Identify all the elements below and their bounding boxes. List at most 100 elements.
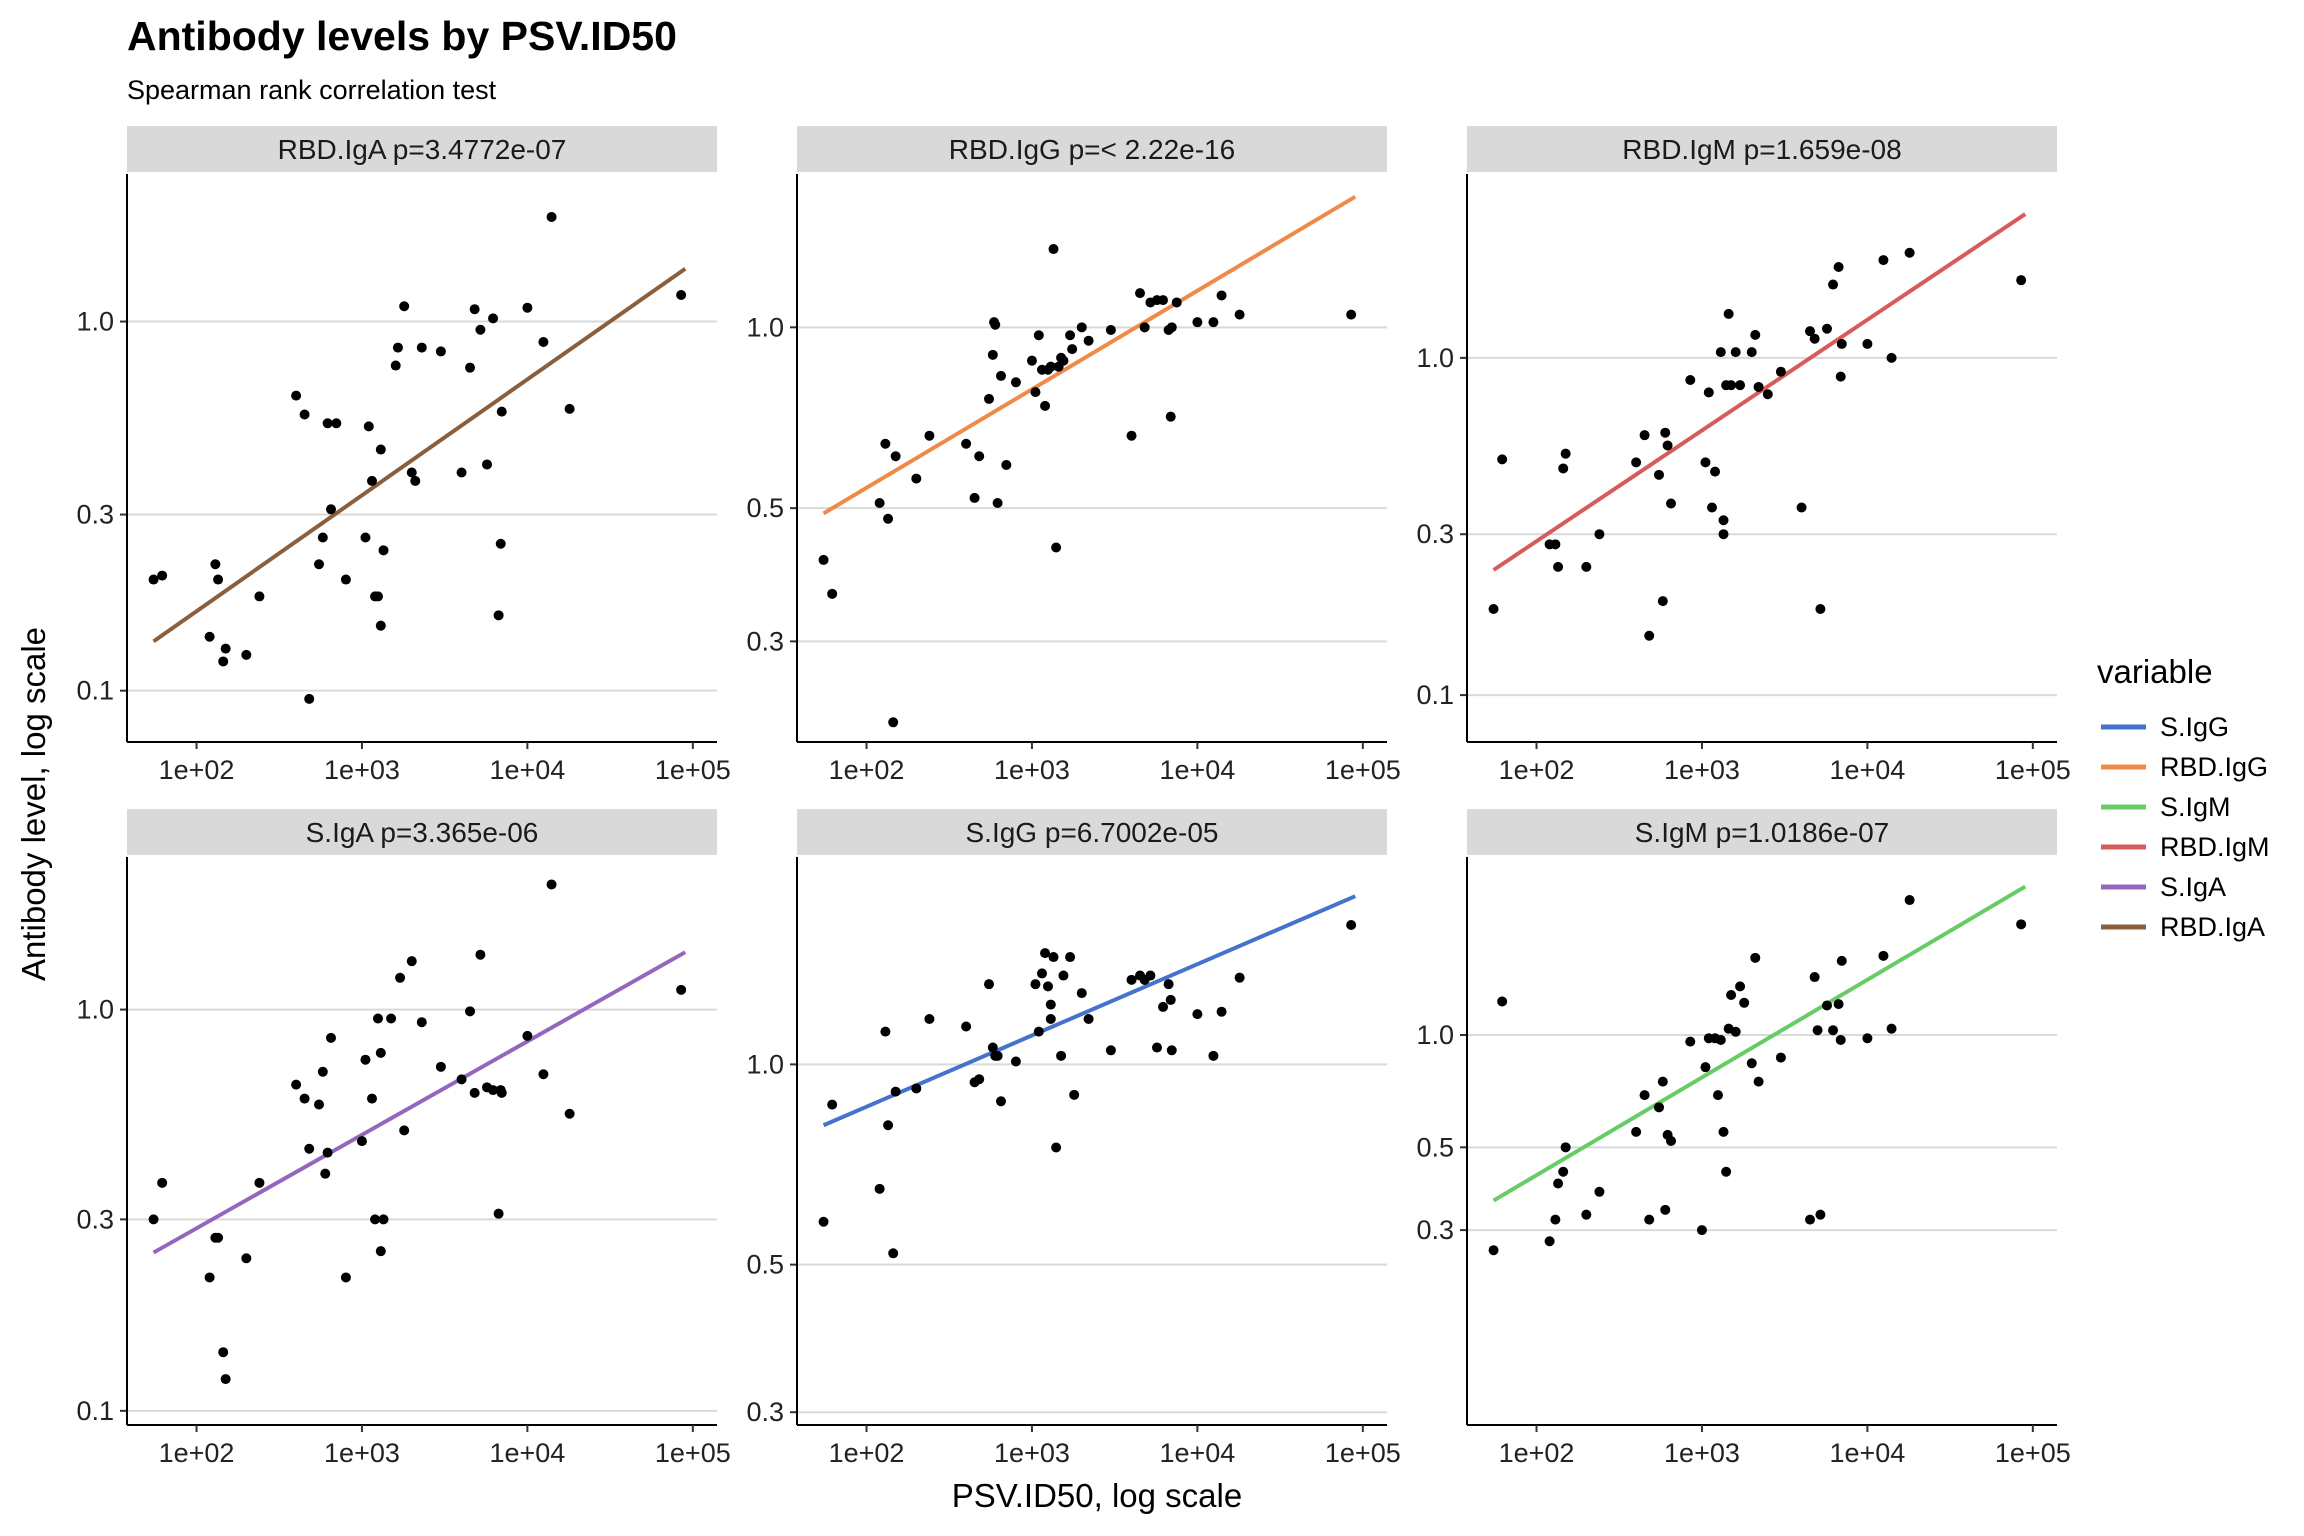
x-tick-label: 1e+03 — [994, 755, 1070, 785]
data-point — [992, 1050, 1003, 1061]
x-tick-label: 1e+05 — [1325, 1438, 1401, 1468]
facet-panel: S.IgM p=1.0186e-07 0.3 0.5 1.0 1e+02 1e+03 1e+… — [1416, 809, 2071, 1468]
data-point — [874, 1183, 885, 1194]
x-tick-label: 1e+05 — [655, 1438, 731, 1468]
data-point — [1835, 371, 1846, 382]
data-point — [1058, 355, 1069, 366]
data-point — [996, 370, 1007, 381]
data-point — [456, 467, 467, 478]
legend-label: RBD.IgM — [2160, 832, 2270, 862]
data-point — [1550, 1214, 1561, 1225]
data-point — [2016, 275, 2027, 286]
data-point — [2016, 919, 2027, 930]
data-point — [990, 319, 1001, 330]
data-point — [1158, 1001, 1169, 1012]
facet-panel: RBD.IgM p=1.659e-08 0.1 0.3 1.0 1e+02 1e+03 1e… — [1416, 126, 2071, 785]
legend-label: S.IgA — [2160, 872, 2226, 902]
data-point — [883, 513, 894, 524]
data-point — [522, 1030, 533, 1041]
data-point — [1735, 380, 1746, 391]
data-point — [1878, 255, 1889, 266]
data-point — [304, 1143, 315, 1154]
y-tick-label: 0.5 — [746, 493, 784, 523]
x-tick-label: 1e+02 — [829, 1438, 905, 1468]
data-point — [1762, 389, 1773, 400]
data-point — [375, 620, 386, 631]
data-point — [241, 649, 252, 660]
data-point — [1051, 1142, 1062, 1153]
data-point — [564, 403, 575, 414]
data-point — [435, 346, 446, 357]
data-point — [1739, 997, 1750, 1008]
data-point — [469, 1087, 480, 1098]
x-tick-label: 1e+03 — [324, 755, 400, 785]
data-point — [254, 1177, 265, 1188]
x-tick-label: 1e+03 — [1664, 1438, 1740, 1468]
data-point — [1775, 366, 1786, 377]
data-point — [1126, 974, 1137, 985]
y-tick-label: 1.0 — [746, 1049, 784, 1079]
data-point — [157, 1177, 168, 1188]
data-point — [1775, 1052, 1786, 1063]
data-point — [1558, 1166, 1569, 1177]
data-point — [987, 1042, 998, 1053]
data-point — [1042, 981, 1053, 992]
data-point — [1067, 344, 1078, 355]
data-point — [1712, 1090, 1723, 1101]
data-point — [406, 467, 417, 478]
legend-label: S.IgM — [2160, 792, 2231, 822]
chart-subtitle: Spearman rank correlation test — [127, 75, 497, 105]
data-point — [890, 1086, 901, 1097]
data-point — [1065, 330, 1076, 341]
x-tick-label: 1e+05 — [1995, 755, 2071, 785]
data-point — [1497, 454, 1508, 465]
data-point — [1822, 323, 1833, 334]
data-point — [1715, 347, 1726, 358]
data-point — [1216, 1006, 1227, 1017]
y-tick-label: 1.0 — [746, 312, 784, 342]
data-point — [340, 574, 351, 585]
data-point — [299, 409, 310, 420]
data-point — [676, 289, 687, 300]
data-point — [538, 337, 549, 348]
x-tick-label: 1e+02 — [829, 755, 905, 785]
data-point — [1126, 430, 1137, 441]
data-point — [1644, 1214, 1655, 1225]
x-axis-title: PSV.ID50, log scale — [952, 1477, 1242, 1514]
data-point — [213, 1232, 224, 1243]
data-point — [1657, 596, 1668, 607]
data-point — [1886, 1023, 1897, 1034]
data-point — [1058, 970, 1069, 981]
data-point — [827, 1099, 838, 1110]
legend-label: S.IgG — [2160, 712, 2229, 742]
x-tick-label: 1e+02 — [159, 1438, 235, 1468]
data-point — [1835, 1034, 1846, 1045]
data-point — [1165, 994, 1176, 1005]
data-point — [213, 574, 224, 585]
data-point — [1726, 990, 1737, 1001]
data-point — [1105, 324, 1116, 335]
data-point — [992, 497, 1003, 508]
data-point — [1660, 427, 1671, 438]
data-point — [1836, 955, 1847, 966]
data-point — [331, 418, 342, 429]
y-tick-label: 0.5 — [746, 1250, 784, 1280]
data-point — [322, 418, 333, 429]
data-point — [482, 459, 493, 470]
data-point — [390, 360, 401, 371]
legend-title: variable — [2097, 653, 2213, 690]
data-point — [410, 475, 421, 486]
facet-panel: RBD.IgG p=< 2.22e-16 0.3 0.5 1.0 1e+02 1e+03 1… — [746, 126, 1401, 785]
data-point — [326, 1032, 337, 1043]
data-point — [465, 362, 476, 373]
data-point — [1544, 1236, 1555, 1247]
data-point — [1152, 1042, 1163, 1053]
data-point — [375, 1047, 386, 1058]
legend-label: RBD.IgA — [2160, 912, 2265, 942]
data-point — [366, 475, 377, 486]
data-point — [386, 1013, 397, 1024]
data-point — [1553, 561, 1564, 572]
data-point — [1706, 502, 1717, 513]
data-point — [317, 532, 328, 543]
